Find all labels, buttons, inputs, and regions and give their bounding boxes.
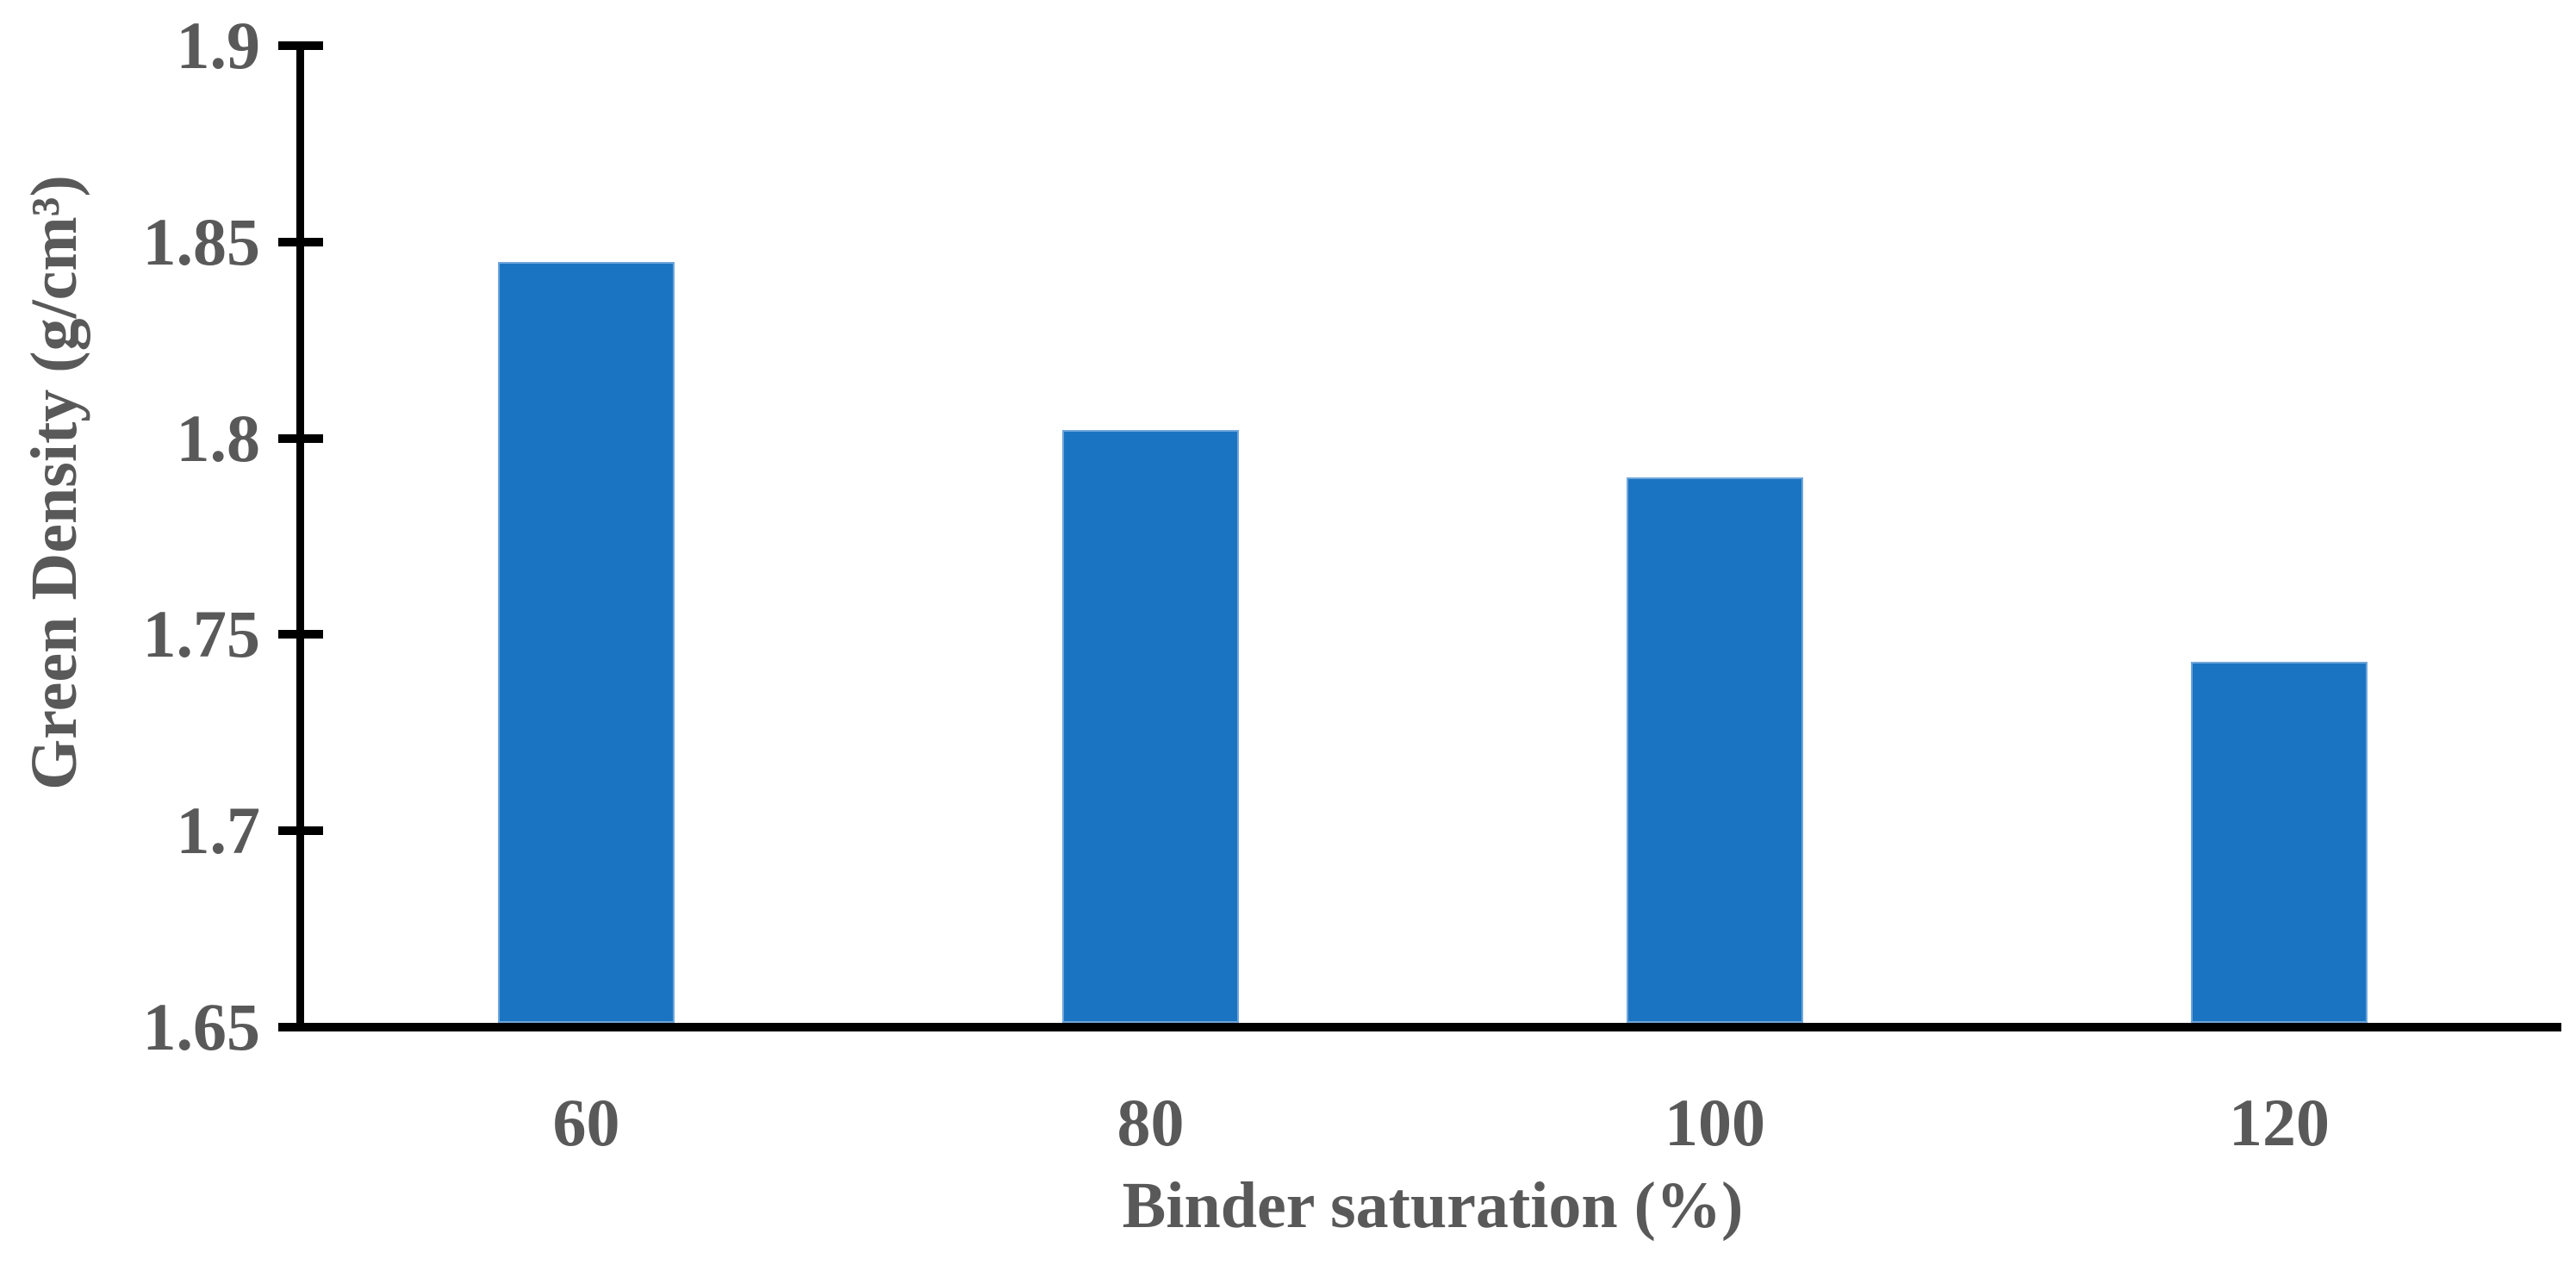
y-tick-mark (278, 41, 323, 50)
y-axis-line (296, 41, 304, 1031)
x-category-label: 80 (1117, 1085, 1185, 1160)
y-tick-mark (278, 237, 323, 246)
bar-80 (1062, 430, 1239, 1023)
y-tick-label: 1.8 (176, 400, 261, 476)
x-axis-line (278, 1023, 2561, 1031)
bar-120 (2191, 662, 2368, 1023)
y-tick-label: 1.75 (142, 596, 261, 672)
x-category-label: 100 (1664, 1085, 1765, 1160)
bar-60 (498, 261, 675, 1023)
y-tick-label: 1.9 (176, 8, 261, 83)
bar-100 (1627, 477, 1803, 1023)
y-tick-label: 1.7 (176, 793, 261, 869)
x-category-label: 60 (552, 1085, 620, 1160)
x-axis-title: Binder saturation (%) (1122, 1169, 1744, 1242)
y-tick-mark (278, 826, 323, 836)
y-tick-mark (278, 1023, 323, 1031)
y-tick-mark (278, 433, 323, 443)
y-tick-mark (278, 630, 323, 639)
y-tick-label: 1.65 (142, 989, 261, 1064)
y-tick-label: 1.85 (142, 203, 261, 279)
x-category-label: 120 (2229, 1085, 2330, 1160)
